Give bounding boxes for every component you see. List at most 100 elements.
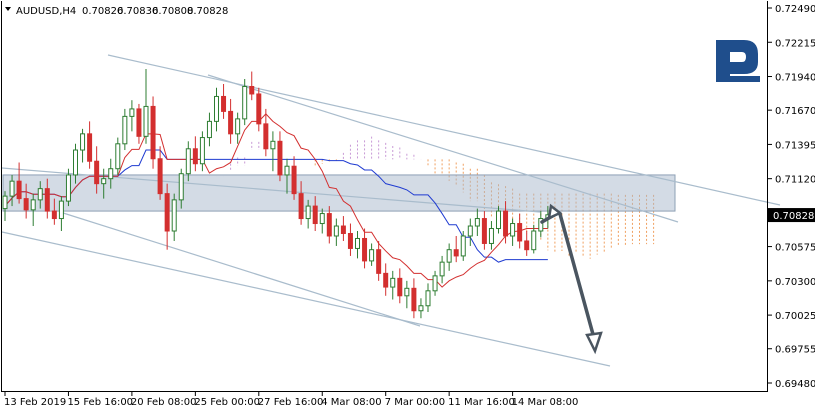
candle xyxy=(291,156,297,200)
time-tick-label: 7 Mar 00:00 xyxy=(385,397,445,408)
candle-body xyxy=(249,85,255,95)
candle-body xyxy=(425,290,431,307)
candle-body xyxy=(242,85,248,120)
candle xyxy=(221,83,227,119)
candle-body xyxy=(51,210,57,220)
candle xyxy=(136,103,142,144)
price-tick-label: 0.71120 xyxy=(775,175,815,186)
candle xyxy=(178,168,184,209)
candle-body xyxy=(157,158,163,195)
candle-body xyxy=(2,195,8,210)
candle xyxy=(30,193,36,227)
last-price-box xyxy=(768,208,815,223)
channel-line-1 xyxy=(107,54,781,206)
candle xyxy=(199,131,205,172)
candle-body xyxy=(503,210,509,237)
candle xyxy=(108,158,114,189)
candle xyxy=(171,193,177,241)
candle xyxy=(44,178,50,219)
candle xyxy=(369,243,375,266)
candle-body xyxy=(44,188,50,212)
candle-body xyxy=(496,210,501,230)
candle-body xyxy=(122,115,128,145)
price-tick-label: 0.69755 xyxy=(775,345,815,356)
candle xyxy=(80,128,86,163)
candle xyxy=(411,278,417,319)
candle-body xyxy=(517,223,523,242)
candle xyxy=(305,199,311,229)
candle-body xyxy=(115,143,121,170)
candle xyxy=(362,228,368,269)
candle xyxy=(122,108,128,151)
candle xyxy=(453,235,459,263)
candle xyxy=(101,168,107,199)
time-tick-label: 20 Feb 08:00 xyxy=(131,397,197,408)
candle-body xyxy=(453,249,459,257)
price-tick-label: 0.71940 xyxy=(775,73,815,84)
candle xyxy=(58,196,64,232)
candle xyxy=(129,100,135,132)
candle xyxy=(340,216,346,241)
candle xyxy=(383,263,389,296)
chart-header: AUDUSD,H4 0.70826 0.70836 0.70808 0.7082… xyxy=(5,6,228,17)
channel-line-5 xyxy=(59,211,421,327)
price-tick-label: 0.70025 xyxy=(775,311,815,322)
candle-body xyxy=(347,232,353,249)
candle xyxy=(503,201,509,244)
ohlc-high: 0.70836 xyxy=(117,6,158,17)
candle-body xyxy=(383,272,389,288)
candle xyxy=(214,87,219,132)
price-tick-label: 0.72490 xyxy=(775,4,815,15)
arrow-down-shaft xyxy=(558,212,596,340)
candle xyxy=(524,231,530,256)
price-tick-label: 0.70300 xyxy=(775,277,815,288)
candle-body xyxy=(214,95,219,122)
candle xyxy=(376,240,382,281)
candle xyxy=(517,213,523,249)
channel-lines xyxy=(1,54,781,367)
resistance-zone-layer xyxy=(2,174,676,212)
candle-body xyxy=(256,93,262,125)
candle-body xyxy=(58,200,64,220)
candle xyxy=(270,131,276,172)
candle xyxy=(249,71,255,101)
candle-body xyxy=(474,218,480,227)
candle-body xyxy=(411,287,417,312)
candle-body xyxy=(376,249,382,274)
candle xyxy=(206,112,212,147)
candle-body xyxy=(397,277,403,297)
candle xyxy=(347,223,353,256)
candle xyxy=(192,136,198,172)
candle xyxy=(531,224,537,254)
candle-body xyxy=(369,249,375,262)
candle-body xyxy=(150,105,156,160)
candle-body xyxy=(129,108,135,117)
candle xyxy=(496,206,501,234)
candle-body xyxy=(277,140,283,176)
candle-body xyxy=(418,305,424,312)
price-axis: 0.72490 0.72215 0.71940 0.71670 0.71395 0.711… xyxy=(767,4,815,390)
candle-body xyxy=(298,193,304,220)
candle-body xyxy=(291,165,297,195)
candle-body xyxy=(65,174,71,202)
candle-body xyxy=(432,275,438,292)
price-tick-label: 0.71395 xyxy=(775,140,815,151)
candle-body xyxy=(284,165,290,176)
time-tick-label: 27 Feb 16:00 xyxy=(258,397,324,408)
candle xyxy=(242,79,248,126)
price-tick-label: 0.69480 xyxy=(775,379,815,390)
candle xyxy=(73,143,78,184)
candle-body xyxy=(263,123,269,150)
candle xyxy=(263,108,269,157)
price-tick-label: 0.70575 xyxy=(775,243,815,254)
candle xyxy=(439,255,445,284)
dropdown-triangle-icon[interactable] xyxy=(5,7,11,11)
candle xyxy=(446,243,452,271)
candle-body xyxy=(228,110,234,135)
candle xyxy=(312,196,318,232)
candle-body xyxy=(101,178,107,185)
candle xyxy=(9,174,15,207)
candle xyxy=(16,162,22,204)
